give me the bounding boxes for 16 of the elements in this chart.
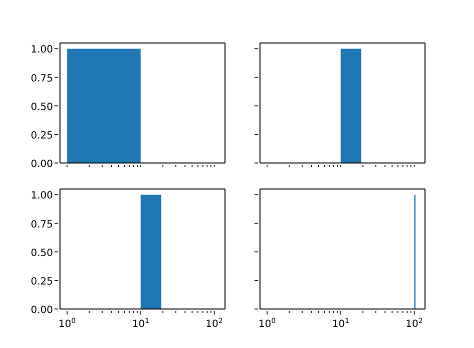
x-tick-label: 10$^{0}$: [258, 317, 276, 330]
y-tick-label: 0.25: [30, 130, 53, 142]
x-tick-label: 10$^{2}$: [206, 317, 223, 330]
y-tick-label: 0.75: [30, 219, 53, 230]
y-tick-label: 0.25: [30, 276, 53, 288]
y-tick-label: 0.75: [30, 73, 53, 84]
y-tick-label: 1.00: [30, 44, 53, 56]
y-tick-label: 1.00: [30, 190, 53, 202]
x-tick-label: 10$^{2}$: [406, 317, 423, 330]
y-tick-label: 0.00: [30, 159, 53, 170]
x-tick-label: 10$^{1}$: [132, 317, 150, 330]
y-tick-label: 0.50: [30, 248, 53, 259]
x-tick-label: 10$^{0}$: [58, 317, 76, 330]
y-tick-label: 0.00: [30, 305, 53, 316]
y-tick-label: 0.50: [30, 102, 53, 113]
x-tick-label: 10$^{1}$: [332, 317, 350, 330]
